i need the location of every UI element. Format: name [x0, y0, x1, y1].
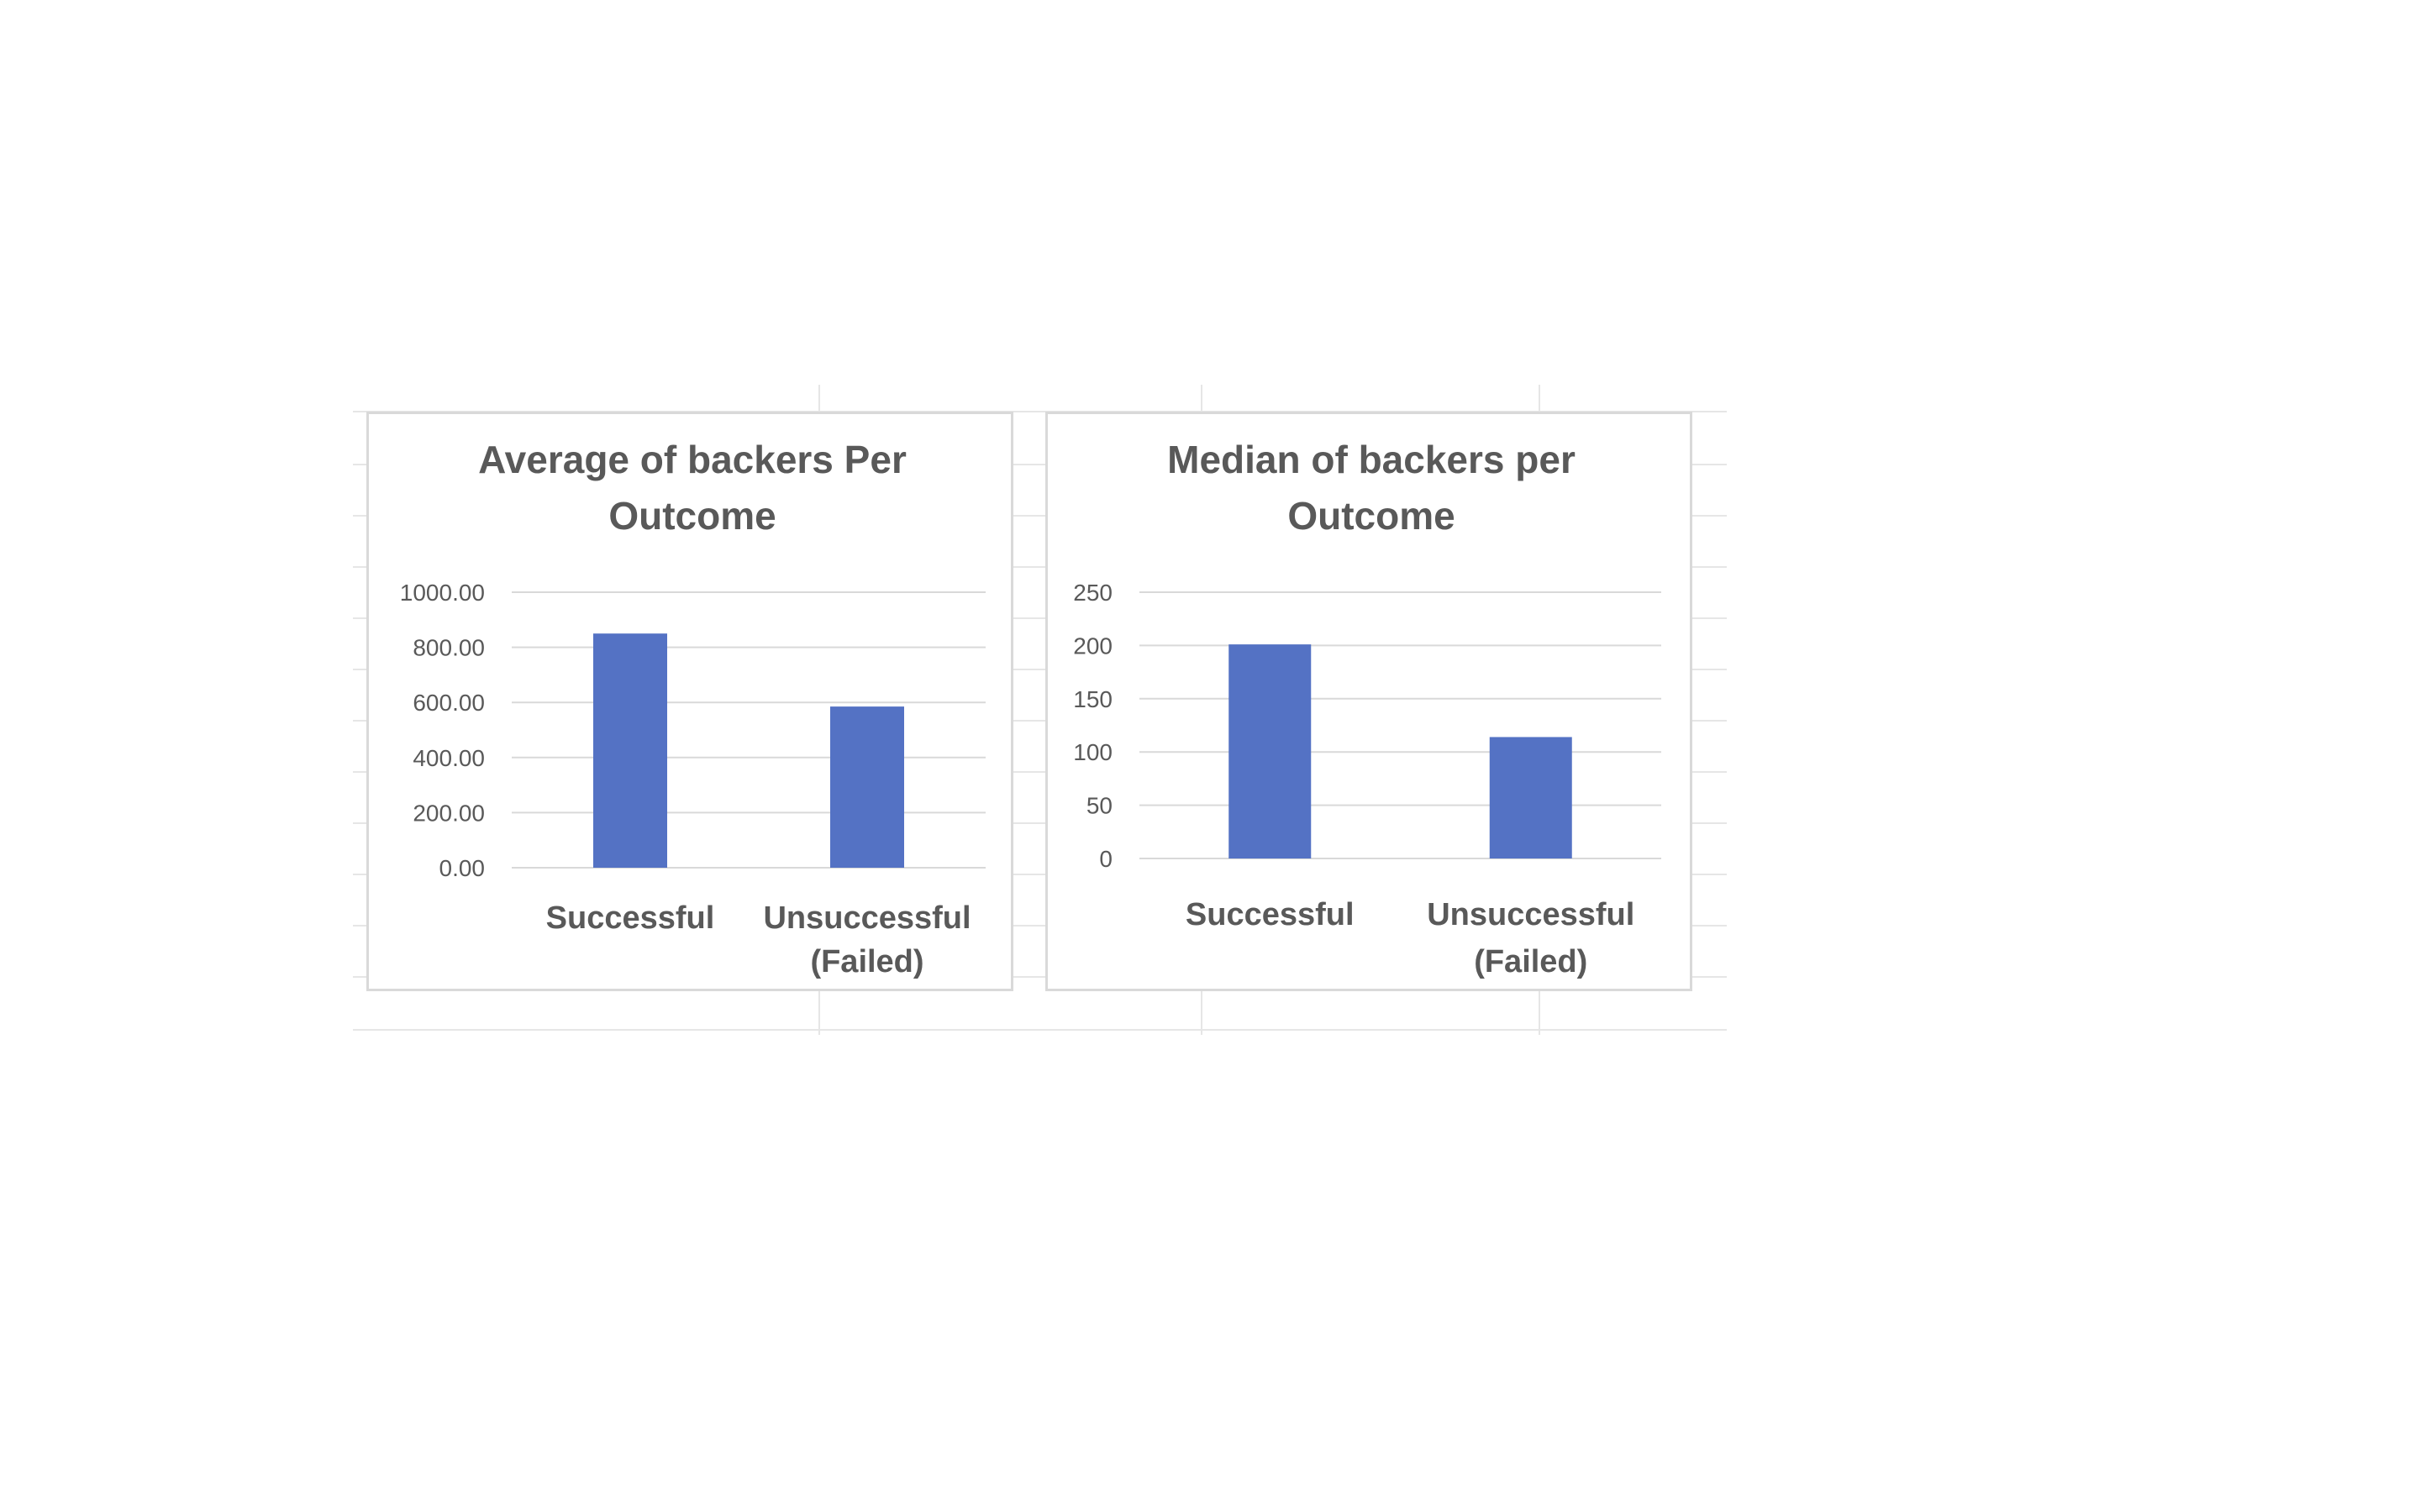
bar — [593, 633, 667, 868]
category-label: Unsuccessful — [763, 900, 971, 936]
y-tick-label: 800.00 — [413, 635, 485, 661]
chart-title-line: Outcome — [608, 494, 776, 538]
chart-title-line: Average of backers Per — [478, 438, 907, 481]
bar — [830, 706, 904, 868]
y-tick-label: 1000.00 — [400, 580, 485, 606]
y-tick-label: 200.00 — [413, 800, 485, 826]
y-tick-label: 250 — [1073, 580, 1113, 606]
y-tick-label: 50 — [1086, 793, 1113, 819]
y-tick-label: 400.00 — [413, 745, 485, 771]
y-tick-label: 100 — [1073, 739, 1113, 765]
bar — [1489, 737, 1572, 858]
chart-title-line: Outcome — [1287, 494, 1455, 538]
y-tick-label: 200 — [1073, 633, 1113, 659]
average-backers-chart[interactable]: Average of backers Per Outcome 0.00 200.00 4… — [366, 412, 1013, 991]
y-tick-label: 150 — [1073, 686, 1113, 712]
category-label: (Failed) — [1474, 944, 1587, 979]
category-label: (Failed) — [810, 944, 923, 979]
category-label: Successful — [546, 900, 715, 936]
y-tick-label: 600.00 — [413, 690, 485, 716]
chart-title-line: Median of backers per — [1167, 438, 1576, 481]
average-backers-chart-plot: Average of backers Per Outcome 0.00 200.00 4… — [400, 438, 986, 979]
category-label: Successful — [1186, 897, 1355, 932]
y-tick-label: 0.00 — [439, 855, 486, 881]
y-tick-label: 0 — [1099, 846, 1113, 872]
category-label: Unsuccessful — [1427, 897, 1634, 932]
bar — [1228, 644, 1312, 858]
median-backers-chart[interactable]: Median of backers per Outcome 0 50 100 150 200… — [1045, 412, 1692, 991]
median-backers-chart-plot: Median of backers per Outcome 0 50 100 150 200… — [1073, 438, 1661, 979]
